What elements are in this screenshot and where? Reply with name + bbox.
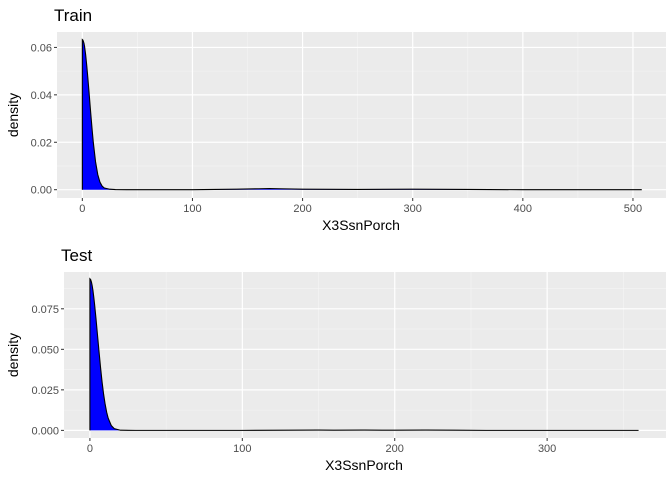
test-y-tick-label: 0.025 <box>31 385 59 397</box>
test-y-axis: 0.000 0.025 0.050 0.075 <box>31 304 64 437</box>
train-plot-panel <box>57 32 666 198</box>
test-density-layer <box>89 277 639 431</box>
train-panel-background <box>57 32 666 198</box>
test-panel-title: Test <box>61 246 92 265</box>
train-x-tick-label: 0 <box>79 203 85 215</box>
train-y-axis: 0.00 0.02 0.04 0.06 <box>31 42 57 197</box>
test-panel-background <box>64 272 666 438</box>
test-x-axis: 0 100 200 300 <box>87 438 556 455</box>
train-y-tick-label: 0.02 <box>31 137 52 149</box>
train-density-layer <box>81 38 642 191</box>
train-density-line <box>81 38 642 191</box>
test-x-tick-label: 100 <box>233 443 251 455</box>
train-x-tick-label: 400 <box>514 203 532 215</box>
train-y-tick-label: 0.06 <box>31 42 52 54</box>
test-x-tick-label: 0 <box>87 443 93 455</box>
train-x-axis: 0 100 200 300 400 500 <box>79 198 642 215</box>
train-gridlines <box>57 32 666 198</box>
train-x-tick-label: 300 <box>404 203 422 215</box>
test-plot-panel <box>64 272 666 438</box>
test-y-axis-title: density <box>5 333 21 377</box>
train-x-axis-title: X3SsnPorch <box>322 217 400 233</box>
test-density-line <box>89 277 639 431</box>
train-y-tick-label: 0.00 <box>31 185 52 197</box>
train-x-tick-label: 100 <box>183 203 201 215</box>
train-panel-title: Train <box>54 6 92 25</box>
train-x-tick-label: 200 <box>293 203 311 215</box>
test-y-tick-label: 0.050 <box>31 344 59 356</box>
test-x-axis-title: X3SsnPorch <box>325 457 403 473</box>
train-y-tick-label: 0.04 <box>31 90 52 102</box>
test-x-tick-label: 300 <box>538 443 556 455</box>
test-y-tick-label: 0.000 <box>31 425 59 437</box>
train-y-axis-title: density <box>5 93 21 137</box>
train-x-tick-label: 500 <box>624 203 642 215</box>
test-x-tick-label: 200 <box>386 443 404 455</box>
test-y-tick-label: 0.075 <box>31 304 59 316</box>
